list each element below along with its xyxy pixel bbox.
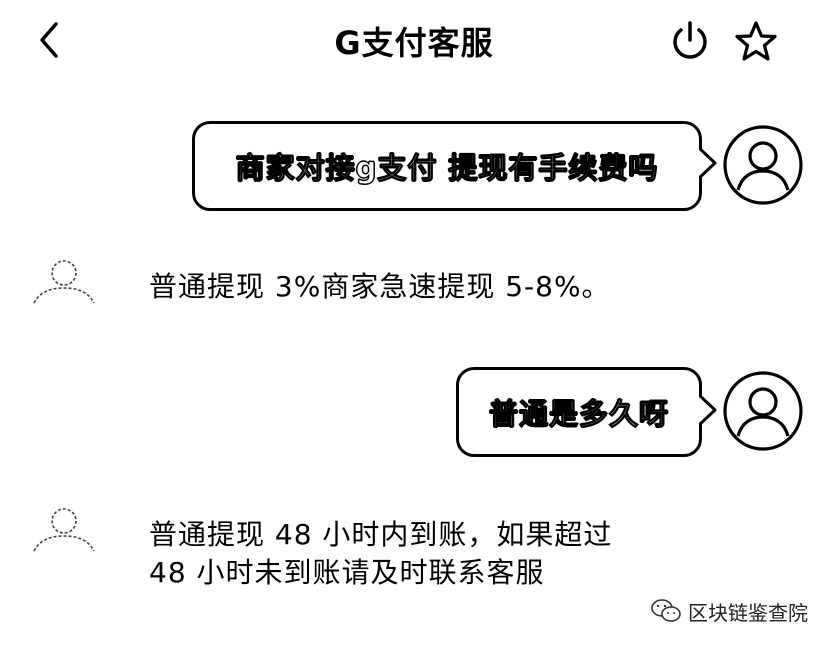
user-avatar	[722, 370, 804, 452]
user-message-bubble: 普通是多久呀	[456, 367, 702, 457]
agent-message-text: 普通提现 48 小时内到账，如果超过 48 小时未到账请及时联系客服	[149, 516, 612, 592]
user-avatar-icon	[723, 371, 803, 451]
user-avatar-icon	[723, 125, 803, 205]
power-icon	[673, 21, 707, 59]
agent-avatar	[30, 503, 98, 557]
back-button[interactable]	[28, 18, 72, 62]
user-message-bubble: 商家对接g支付 提现有手续费吗	[192, 121, 702, 211]
watermark: 区块链鉴查院	[650, 594, 808, 628]
power-button[interactable]	[668, 19, 712, 63]
watermark-text: 区块链鉴查院	[688, 600, 808, 625]
message-text: 商家对接g支付 提现有手续费吗	[235, 151, 659, 186]
chevron-left-icon	[40, 22, 58, 58]
page-title: G支付客服	[334, 24, 494, 62]
message-line: 48 小时未到账请及时联系客服	[149, 556, 545, 589]
wechat-icon	[651, 599, 681, 622]
user-avatar	[722, 124, 804, 206]
chat-header: G支付客服	[0, 0, 828, 82]
message-text: 普通是多久呀	[488, 397, 669, 432]
agent-message-text: 普通提现 3%商家急速提现 5-8%。	[149, 268, 611, 306]
star-outline-icon	[735, 21, 777, 61]
favorite-button[interactable]	[733, 20, 779, 64]
message-line: 普通提现 48 小时内到账，如果超过	[149, 518, 613, 551]
agent-avatar-icon	[33, 508, 95, 552]
agent-avatar-icon	[33, 260, 95, 304]
agent-avatar	[30, 255, 98, 309]
message-text: 普通提现 3%商家急速提现 5-8%。	[149, 270, 611, 303]
